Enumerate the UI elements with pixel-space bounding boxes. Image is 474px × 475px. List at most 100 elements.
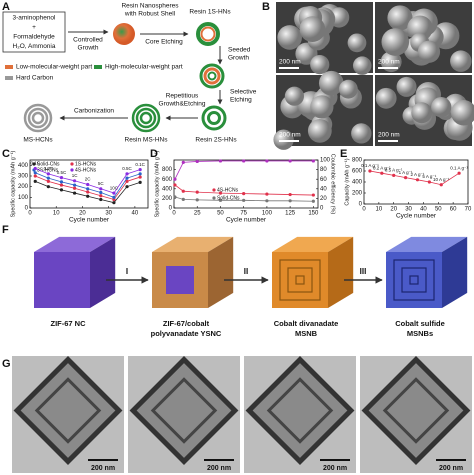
- label: 40: [420, 207, 427, 213]
- point: [99, 187, 103, 191]
- legend-marker: [32, 162, 36, 166]
- point: [72, 179, 77, 183]
- label: II: [244, 267, 248, 276]
- label: 60: [320, 177, 327, 183]
- label: Carbonization: [74, 108, 114, 115]
- label: 600: [162, 177, 173, 183]
- point: [112, 191, 116, 195]
- point: [181, 197, 185, 201]
- particle: [299, 16, 326, 43]
- label: 0.1 A g⁻¹: [450, 165, 468, 170]
- particle: [351, 123, 372, 144]
- label: 0.2 A g⁻¹: [373, 165, 391, 170]
- series-line: [174, 184, 314, 196]
- label: 1C: [72, 173, 79, 178]
- label: 0: [28, 211, 32, 217]
- inner-shell: [393, 259, 435, 301]
- cube-front: [272, 252, 328, 308]
- label: Low-molecular-weight part: [16, 64, 92, 71]
- scale-bar: [436, 459, 466, 461]
- cube-side: [328, 236, 354, 308]
- label: Selective: [230, 89, 257, 96]
- cube-top: [386, 236, 468, 252]
- label: 0: [172, 211, 176, 217]
- point: [427, 180, 431, 184]
- point: [59, 180, 64, 184]
- particle: [347, 33, 367, 53]
- label: 300: [18, 174, 29, 180]
- label: Resin Nanospheres: [121, 3, 179, 10]
- point: [173, 183, 177, 187]
- label: 200 nm: [91, 465, 115, 472]
- cube-top: [34, 236, 116, 252]
- point: [99, 197, 103, 202]
- point: [86, 190, 90, 194]
- particle: [381, 28, 410, 56]
- point: [288, 199, 292, 203]
- cube-inner: [266, 377, 334, 444]
- cube-side: [208, 236, 234, 308]
- scale-bar: [88, 459, 118, 461]
- point: [218, 159, 223, 163]
- cube-top: [272, 236, 354, 252]
- point: [99, 194, 103, 198]
- label: 100: [18, 195, 29, 201]
- label: with Robust Shell: [124, 11, 176, 18]
- point: [242, 198, 246, 202]
- point: [33, 174, 37, 178]
- label: 400: [352, 180, 363, 186]
- label: 400: [18, 163, 29, 169]
- point: [195, 159, 199, 164]
- point: [112, 201, 116, 205]
- label: +: [32, 24, 36, 31]
- label: 800: [162, 167, 173, 173]
- label: 0.5C: [122, 166, 132, 171]
- legend-marker: [70, 168, 74, 172]
- particle: [450, 100, 474, 126]
- series-line: [369, 170, 460, 186]
- label: Formaldehyde: [13, 34, 55, 41]
- label: 5 A g⁻¹: [422, 174, 436, 179]
- point: [72, 186, 77, 190]
- inner-core: [166, 266, 194, 294]
- point: [138, 180, 142, 184]
- point: [138, 168, 142, 172]
- plot-frame: [29, 159, 149, 209]
- cube-side: [90, 236, 116, 308]
- label: 100: [320, 158, 331, 164]
- particle: [387, 5, 413, 31]
- point: [311, 199, 315, 203]
- point: [59, 188, 64, 192]
- label: 0.1C: [135, 162, 145, 167]
- cube-front: [34, 252, 90, 308]
- point: [125, 172, 129, 176]
- label: 20: [390, 207, 397, 213]
- label: 0.5C: [57, 170, 67, 175]
- label: G: [2, 358, 11, 370]
- label: C: [2, 148, 10, 160]
- label: 30: [105, 211, 112, 217]
- point: [195, 198, 199, 202]
- cube-outer: [13, 356, 123, 465]
- label: Repetitious: [166, 93, 199, 100]
- point: [46, 185, 50, 189]
- label: 10: [376, 207, 383, 213]
- label: 200 nm: [279, 132, 301, 139]
- particle: [352, 56, 372, 75]
- point: [125, 185, 129, 189]
- label: 20: [320, 196, 327, 202]
- label: MSNBs: [407, 329, 433, 338]
- particle: [284, 86, 304, 106]
- label: ZIF-67/cobalt: [163, 319, 210, 328]
- legend-marker: [212, 188, 216, 192]
- cube-top: [152, 236, 234, 252]
- label: Capacity (mAh g⁻¹): [344, 158, 350, 205]
- label: Coulombic efficiency (%): [330, 154, 336, 215]
- label: Core Etching: [145, 39, 183, 46]
- label: 200 nm: [279, 59, 301, 66]
- cube-inner: [34, 377, 102, 444]
- point: [86, 182, 90, 187]
- label: 2 A g⁻¹: [411, 172, 425, 177]
- point: [242, 192, 246, 196]
- inner-shell: [287, 267, 313, 293]
